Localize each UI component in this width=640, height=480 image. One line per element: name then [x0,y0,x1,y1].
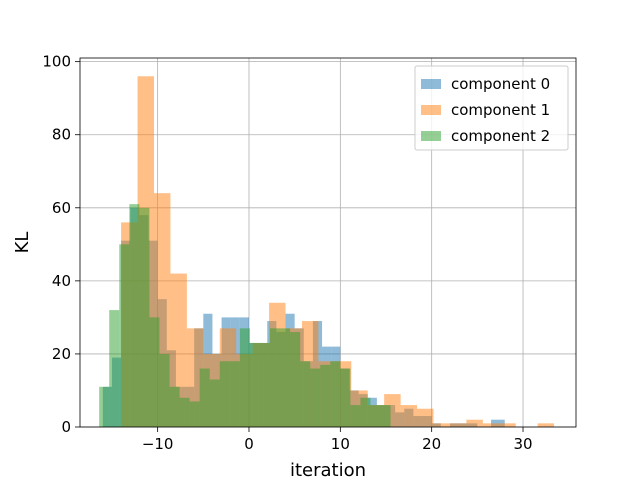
legend-swatch [421,131,441,141]
legend: component 0 component 1 component 2 [414,65,569,151]
legend-label: component 1 [451,101,550,119]
y-axis-ticks: 0 20 40 60 80 100 [42,53,80,436]
y-tick-label: 100 [42,53,71,71]
x-axis-ticks: −10 0 10 20 30 [142,427,533,453]
legend-label: component 0 [451,75,550,93]
histogram-bar [350,405,361,427]
y-axis-label: KL [12,232,33,254]
histogram-bar [449,423,467,427]
x-tick-label: 20 [422,435,441,453]
x-tick-label: 0 [244,435,254,453]
histogram-bar [219,361,230,427]
series-2-bars [99,204,391,427]
histogram-bar [310,368,321,427]
histogram-bar [482,423,500,427]
histogram-bar [139,207,150,427]
histogram-bar [129,204,140,427]
histogram-bar [320,364,331,427]
y-tick-label: 20 [52,345,71,363]
y-tick-label: 80 [52,126,71,144]
histogram-bar [149,317,160,427]
legend-label: component 2 [451,127,550,145]
histogram-bar [109,310,120,427]
histogram-bar [360,397,371,427]
histogram-bar [269,328,281,427]
histogram-bar [229,361,240,427]
histogram-bar [433,423,450,427]
histogram-bar [119,244,130,427]
histogram-bar [330,361,341,427]
histogram-bar [380,405,391,427]
x-tick-label: 10 [331,435,350,453]
histogram-bar [99,386,110,427]
histogram-bar [179,397,190,427]
bars [99,76,555,427]
histogram-bar [370,405,381,427]
y-tick-label: 0 [61,418,71,436]
histogram-bar [280,328,291,427]
histogram-bar [259,342,270,427]
y-tick-label: 60 [52,199,71,217]
histogram-bar [249,342,260,427]
plot-frame [79,57,577,428]
x-tick-label: 30 [513,435,532,453]
histogram-bar [537,423,555,427]
histogram-bar [239,328,250,427]
x-axis-label: iteration [290,460,366,480]
histogram-bar [340,368,351,427]
histogram-bar [169,386,180,427]
x-tick-label: −10 [142,435,174,453]
histogram-bar [400,405,418,427]
legend-box [414,65,569,151]
histogram-bar [290,332,301,427]
histogram-bar [189,401,200,427]
histogram-bar [159,353,170,427]
legend-swatch [421,105,441,115]
histogram-bar [300,361,311,427]
histogram-bar [209,379,220,427]
histogram-bar [417,408,434,427]
histogram-bar [466,419,483,427]
histogram-bar [199,368,210,427]
legend-swatch [421,79,441,89]
histogram-bar [499,423,516,427]
y-tick-label: 40 [52,272,71,290]
